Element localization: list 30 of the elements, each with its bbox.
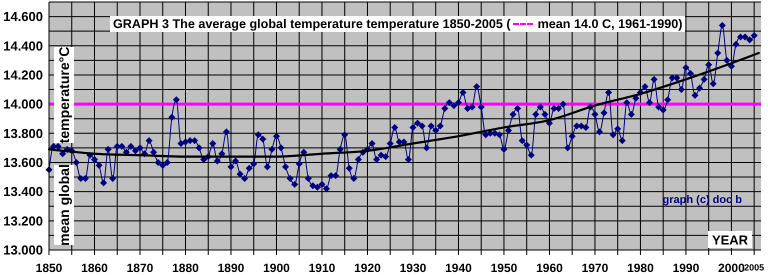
x-tick-label: 2005 — [744, 262, 764, 272]
x-tick-label: 1930 — [400, 261, 427, 275]
y-tick-label: 13.800 — [3, 126, 43, 141]
y-tick-label: 13.200 — [3, 213, 43, 228]
x-tick-label: 1890 — [218, 261, 245, 275]
y-tick-label: 13.600 — [3, 155, 43, 170]
x-tick-label: 1880 — [172, 261, 200, 275]
x-tick-label: 1970 — [582, 261, 609, 275]
x-tick-label: 1900 — [263, 261, 290, 275]
x-tick-label: 1990 — [672, 261, 700, 275]
x-tick-label: 1920 — [354, 261, 382, 275]
x-tick-label: 1960 — [536, 261, 564, 275]
x-tick-label: 1860 — [81, 261, 108, 275]
x-tick-label: 1940 — [445, 261, 472, 275]
text: GRAPH 3 The average global temperature temperature 1850-2005 ( — [113, 17, 511, 31]
y-tick-label: 14.000 — [3, 96, 43, 112]
x-axis-title: YEAR — [712, 232, 749, 248]
y-tick-label: 13.400 — [3, 184, 43, 200]
x-tick-label: 2000 — [718, 261, 746, 275]
x-tick-label: 1950 — [490, 261, 518, 275]
x-tick-label: 1870 — [126, 261, 154, 275]
y-tick-label: 14.400 — [3, 38, 43, 54]
x-tick-label: 1980 — [627, 261, 654, 275]
text: mean global temperature°C — [56, 46, 72, 246]
x-tick-label: 1910 — [308, 261, 336, 275]
legend-label: mean 14.0 C, 1961-1990) — [538, 17, 682, 31]
y-tick-label: 13.000 — [3, 242, 43, 258]
y-tick-label: 14.200 — [3, 67, 43, 82]
y-tick-label: 14.600 — [3, 9, 43, 24]
x-tick-label: 1850 — [36, 261, 63, 275]
